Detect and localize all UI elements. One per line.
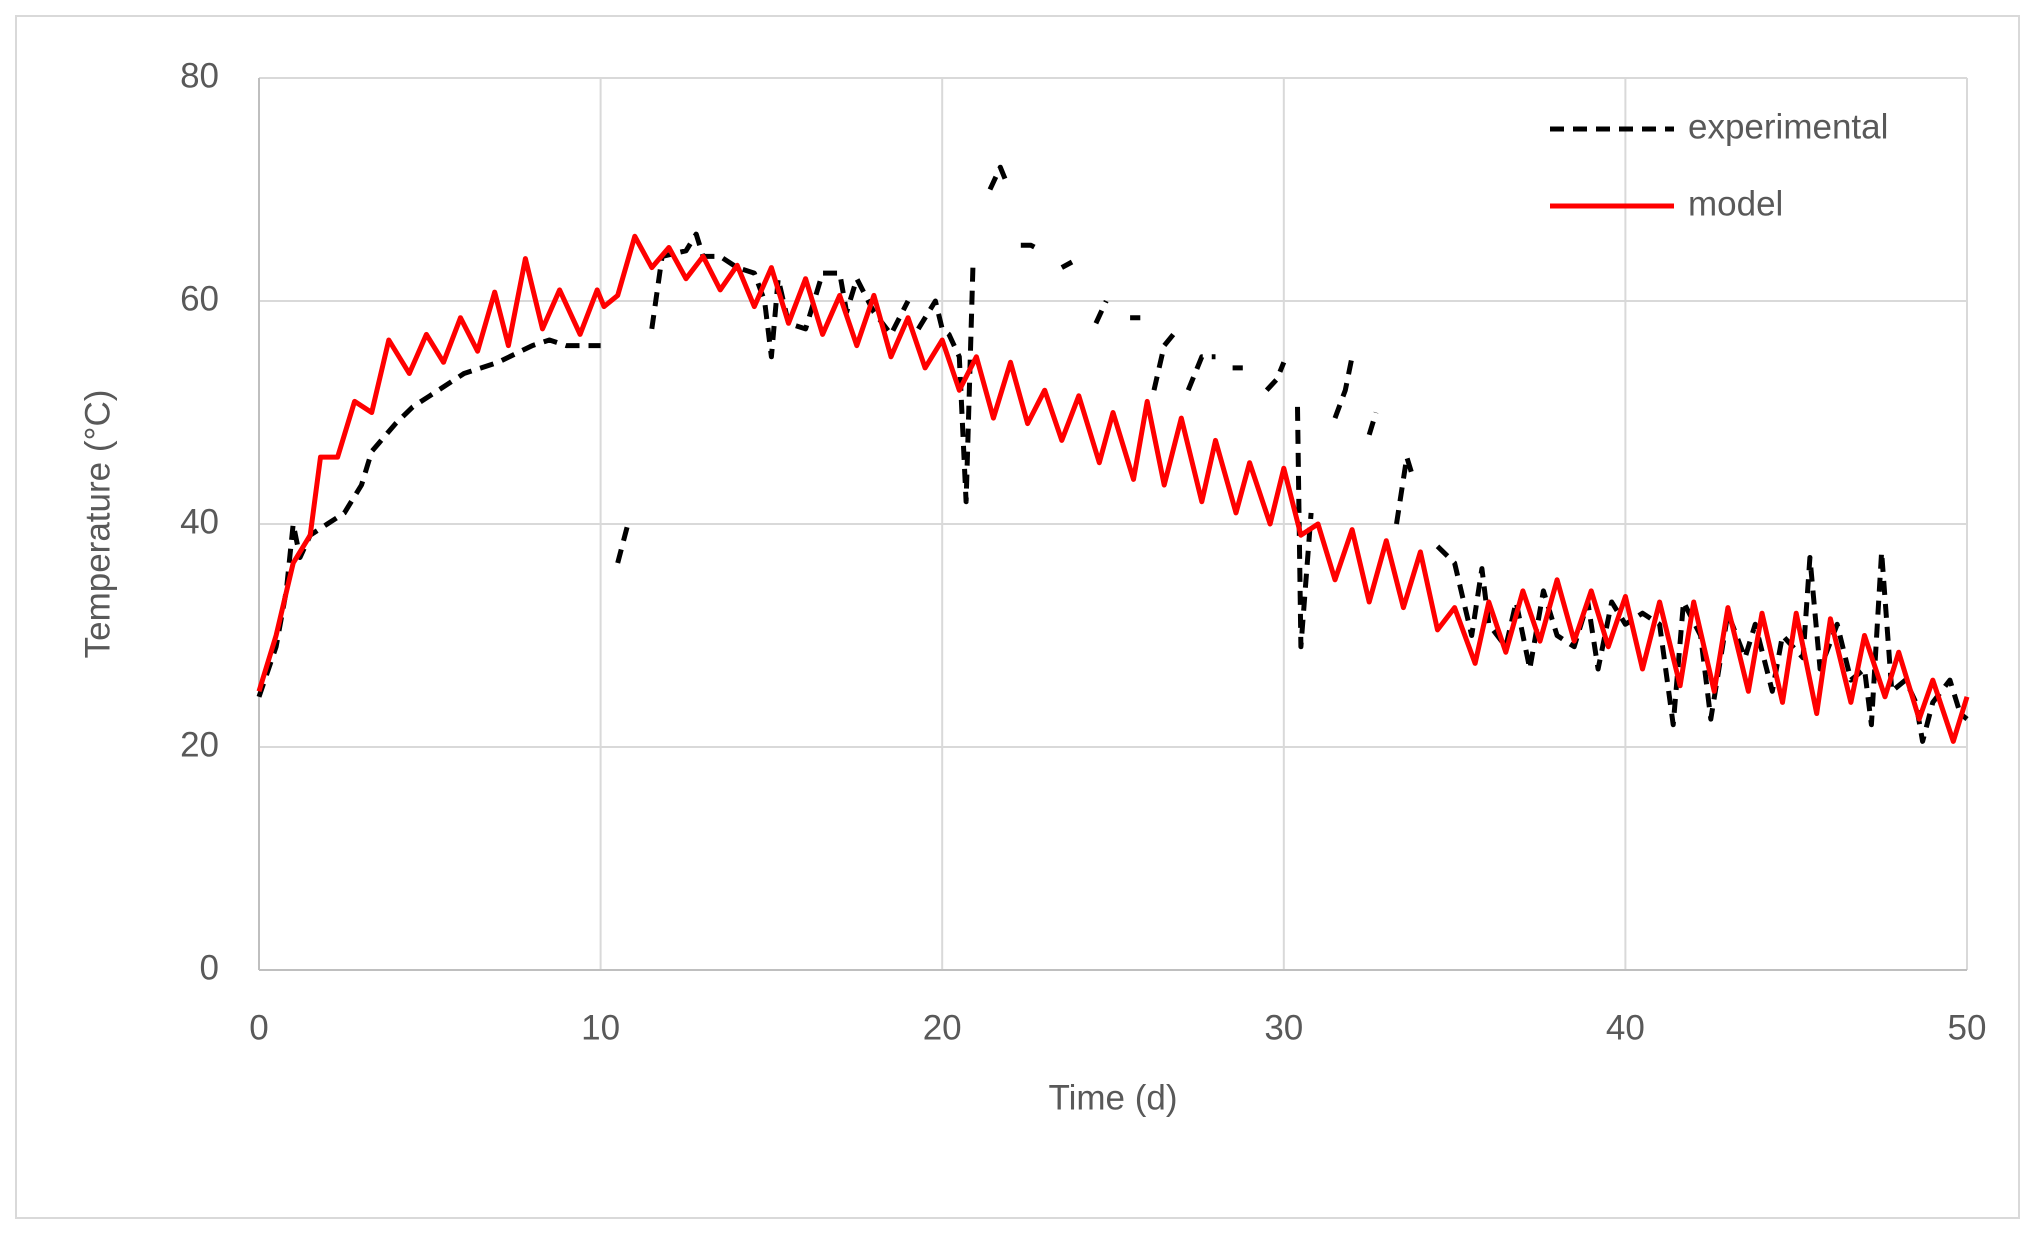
y-tick-label: 0 [200, 948, 219, 987]
x-tick-label: 20 [923, 1008, 962, 1047]
x-tick-label: 0 [249, 1008, 268, 1047]
x-tick-label: 10 [581, 1008, 620, 1047]
y-tick-label: 20 [180, 725, 219, 764]
y-tick-label: 60 [180, 279, 219, 318]
x-tick-label: 50 [1948, 1008, 1987, 1047]
legend-label: model [1688, 184, 1783, 223]
y-tick-label: 80 [180, 56, 219, 95]
chart-border [15, 15, 2020, 1219]
y-tick-label: 40 [180, 502, 219, 541]
x-axis-label: Time (d) [1049, 1078, 1178, 1117]
series-line [256, 164, 1969, 744]
x-tick-label: 30 [1264, 1008, 1303, 1047]
series-line [256, 233, 1970, 744]
y-axis-label: Temperature (°C) [78, 390, 117, 659]
x-tick-label: 40 [1606, 1008, 1645, 1047]
legend-label: experimental [1688, 107, 1888, 146]
